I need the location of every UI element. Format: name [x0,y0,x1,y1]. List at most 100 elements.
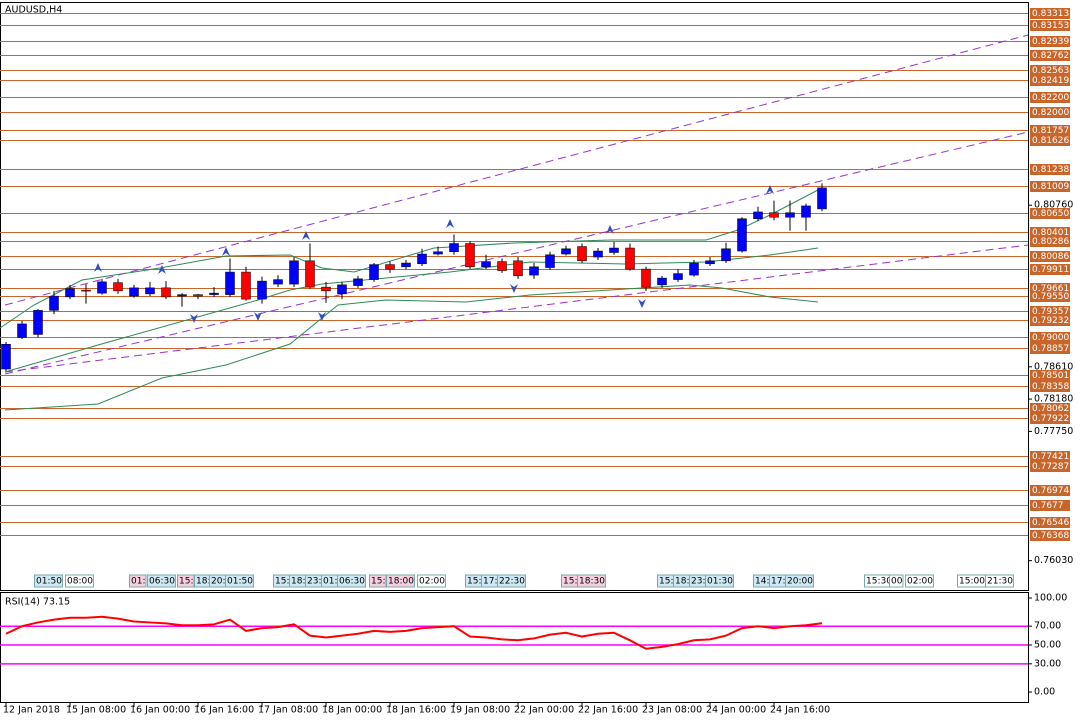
level-label: 0.76546 [1032,518,1069,528]
time-marker-box [905,574,934,588]
level-box [1030,236,1070,247]
level-label: 0.78857 [1032,344,1069,354]
candle-body [225,271,235,295]
level-box [1030,530,1070,541]
time-marker: 15:00 [959,577,985,587]
x-tick-label: 18 Jan 00:00 [322,705,382,716]
level-label: 0.79357 [1032,307,1069,317]
candles [1,183,827,372]
fractal-arrow [94,263,102,272]
band-lower [4,284,819,411]
time-marker: 23: [307,577,321,587]
candle-body [81,289,91,292]
candle-body [817,187,827,210]
level-box [1030,227,1070,238]
candle-body [561,248,571,255]
time-marker-box [889,574,904,588]
candle-body [625,247,635,270]
level-label: 0.83153 [1032,21,1069,31]
candle-body [433,251,443,255]
y-tick-label: 0.78610 [1034,361,1073,372]
time-marker: 18:00 [388,577,414,587]
candle-body [1,343,11,370]
x-tick-label: 22 Jan 16:00 [578,705,638,716]
time-marker: 15: [659,577,673,587]
candle-body [33,310,43,335]
level-label: 0.76368 [1032,531,1069,541]
level-label: 0.82200 [1032,93,1069,103]
chart-title: AUDUSD,H4 [5,5,62,16]
x-tick-label: 17 Jan 08:00 [258,705,318,716]
candle-body [609,247,619,253]
time-marker: 01:30 [707,577,733,587]
level-label: 0.81626 [1032,136,1069,146]
level-box [1030,451,1070,462]
fractal-arrow [446,219,454,228]
time-marker-box [369,574,387,588]
candle-body [593,250,603,258]
level-box [1030,135,1070,146]
level-label: 0.79232 [1032,316,1069,326]
level-box [1030,264,1070,275]
level-label: 0.82563 [1032,66,1069,76]
candle-body [785,212,795,218]
candle-body [305,260,315,288]
fractal-arrow [606,225,614,234]
candle-body [449,243,459,253]
level-box [1030,461,1070,472]
x-tick-label: 19 Jan 08:00 [450,705,510,716]
time-marker-box [147,574,176,588]
candle-body [737,218,747,252]
time-marker: 01: [131,577,145,587]
level-label: 0.82000 [1032,108,1069,118]
candle-body [273,279,283,285]
time-marker: 15: [563,577,577,587]
trend-line [4,34,1029,306]
level-label: 0.80650 [1032,209,1069,219]
level-box [1030,500,1070,511]
y-tick-label: 0.78180 [1034,394,1073,405]
candle-body [97,281,107,294]
candle-body [145,287,155,295]
x-tick-label: 24 Jan 00:00 [706,705,766,716]
level-label: 0.81238 [1032,165,1069,175]
time-marker-box [225,574,254,588]
level-box [1030,413,1070,424]
candle-body [529,266,539,276]
candle-body [49,295,59,311]
x-tick-label: 15 Jan 08:00 [66,705,126,716]
candle-body [657,277,667,286]
time-marker-box [497,574,526,588]
time-marker: 15: [467,577,481,587]
level-box [1030,306,1070,317]
level-box [1030,332,1070,343]
candle-body [545,254,555,268]
rsi-y-tick-label: 0.00 [1034,687,1055,698]
candle-body [705,260,715,265]
time-marker: 20: [211,577,225,587]
level-label: 0.79000 [1032,333,1069,343]
candle-body [177,294,187,297]
y-tick-label: 0.76030 [1034,555,1073,566]
fractal-arrow [318,312,326,321]
band-upper [0,189,819,329]
time-marker: 18: [291,577,305,587]
candle-body [481,261,491,268]
rsi-y-tick-label: 50.00 [1034,640,1061,651]
time-marker-box [337,574,366,588]
level-box [1030,50,1070,61]
time-marker: 15: [275,577,289,587]
time-marker: 06:30 [149,577,175,587]
level-label: 0.78062 [1032,404,1069,414]
trend-line [4,131,1029,375]
time-marker-box [417,574,446,588]
level-label: 0.7677 [1032,501,1064,511]
x-tick-label: 18 Jan 16:00 [386,705,446,716]
level-box [1030,164,1070,175]
fractal-arrow [158,265,166,274]
fractal-arrow [190,314,198,323]
candle-body [129,287,139,297]
time-marker: 20:00 [787,577,813,587]
level-box [1030,92,1070,103]
